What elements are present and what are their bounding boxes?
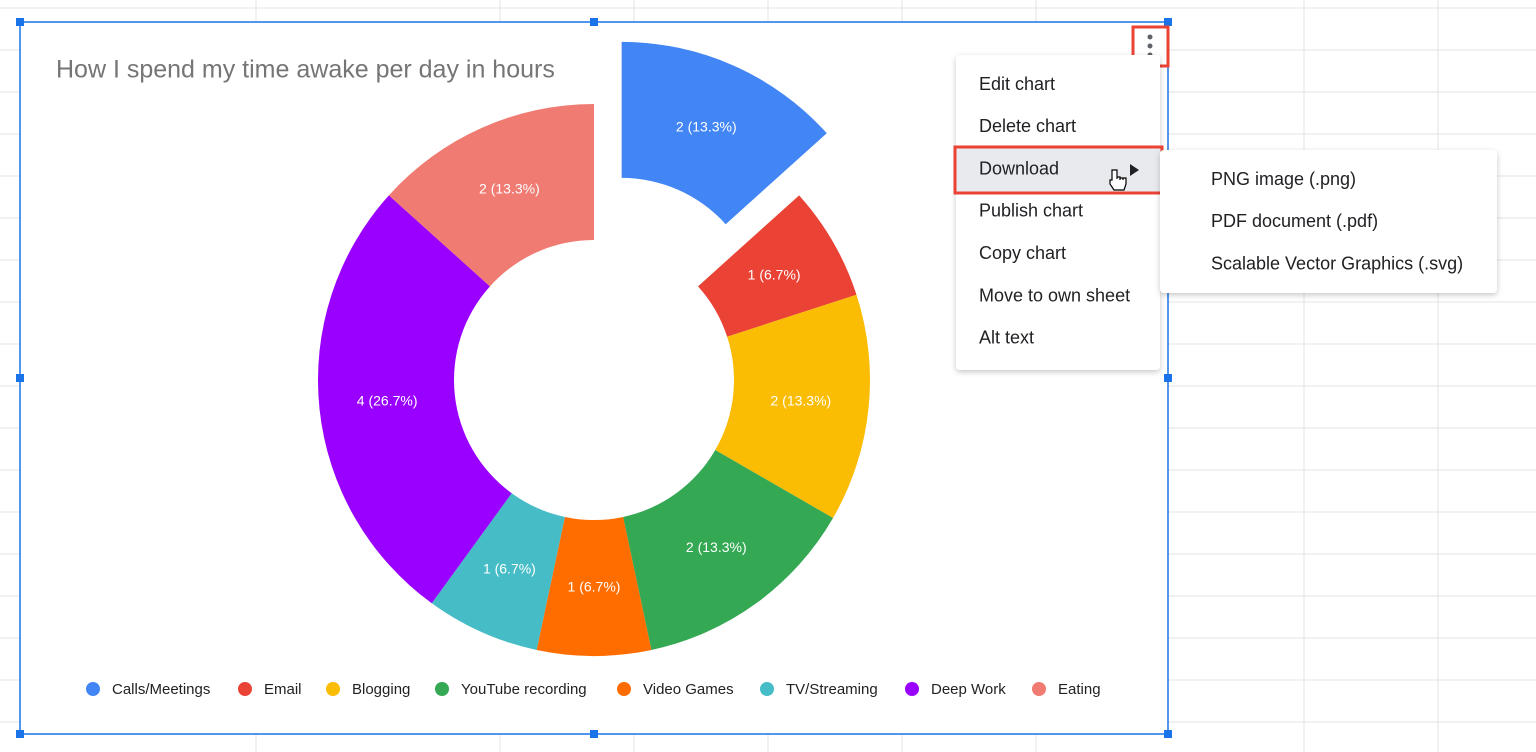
slice-label: 1 (6.7%) bbox=[568, 579, 621, 595]
legend-label: Email bbox=[264, 681, 302, 698]
submenu-arrow bbox=[1130, 164, 1139, 176]
menu-item[interactable]: Copy chart bbox=[979, 243, 1066, 263]
legend: Calls/Meetings Email Blogging YouTube recor… bbox=[86, 681, 1101, 698]
legend-swatch bbox=[760, 682, 774, 696]
legend-swatch bbox=[1032, 682, 1046, 696]
more-options-button[interactable] bbox=[1147, 34, 1153, 58]
legend-label: Eating bbox=[1058, 681, 1101, 698]
donut-slice bbox=[431, 493, 565, 650]
submenu-items: PNG image (.png) PDF document (.pdf) Scala… bbox=[1211, 169, 1463, 274]
slice-label: 1 (6.7%) bbox=[483, 561, 536, 577]
slice-label: 4 (26.7%) bbox=[357, 392, 418, 408]
resize-handles bbox=[16, 18, 1172, 738]
submenu-item[interactable]: Scalable Vector Graphics (.svg) bbox=[1211, 253, 1463, 273]
slice-label: 2 (13.3%) bbox=[686, 539, 747, 555]
donut-chart: 2 (13.3%) 1 (6.7%) 2 (13.3%) 2 (13.3%) 1 (6.… bbox=[317, 41, 870, 657]
menu-item[interactable]: Move to own sheet bbox=[979, 285, 1130, 305]
slice-label: 1 (6.7%) bbox=[748, 267, 801, 283]
donut-slice bbox=[536, 516, 652, 657]
donut-slice bbox=[388, 104, 594, 287]
legend-label: Blogging bbox=[352, 681, 410, 698]
submenu-item[interactable]: PNG image (.png) bbox=[1211, 169, 1356, 189]
menu-item[interactable]: Download bbox=[979, 158, 1059, 178]
legend-label: Video Games bbox=[643, 681, 734, 698]
donut-slice bbox=[698, 195, 857, 337]
slice-label: 2 (13.3%) bbox=[479, 181, 540, 197]
legend-label: TV/Streaming bbox=[786, 681, 878, 698]
menu-item[interactable]: Delete chart bbox=[979, 116, 1076, 136]
menu-items: Edit chart Delete chart Download Publish ch… bbox=[979, 74, 1130, 348]
legend-swatch bbox=[326, 682, 340, 696]
legend-label: Deep Work bbox=[931, 681, 1006, 698]
cursor bbox=[1109, 169, 1127, 191]
menu-item[interactable]: Publish chart bbox=[979, 201, 1083, 221]
context-menu bbox=[956, 55, 1160, 370]
menu-item[interactable]: Alt text bbox=[979, 328, 1034, 348]
legend-swatch bbox=[86, 682, 100, 696]
slice-label: 2 (13.3%) bbox=[771, 392, 832, 408]
donut-slice bbox=[715, 294, 870, 518]
chart-title: How I spend my time awake per day in hou… bbox=[56, 56, 555, 84]
slice-label: 2 (13.3%) bbox=[676, 119, 737, 135]
donut-slice bbox=[621, 41, 827, 225]
legend-swatch bbox=[435, 682, 449, 696]
donut-slice bbox=[317, 195, 512, 604]
submenu bbox=[1160, 150, 1497, 293]
legend-swatch bbox=[905, 682, 919, 696]
submenu-item[interactable]: PDF document (.pdf) bbox=[1211, 211, 1378, 231]
legend-label: Calls/Meetings bbox=[112, 681, 210, 698]
donut-slice bbox=[623, 450, 834, 650]
menu-item-hover bbox=[955, 148, 1162, 192]
legend-label: YouTube recording bbox=[461, 681, 587, 698]
menu-item[interactable]: Edit chart bbox=[979, 74, 1055, 94]
legend-swatch bbox=[238, 682, 252, 696]
legend-swatch bbox=[617, 682, 631, 696]
